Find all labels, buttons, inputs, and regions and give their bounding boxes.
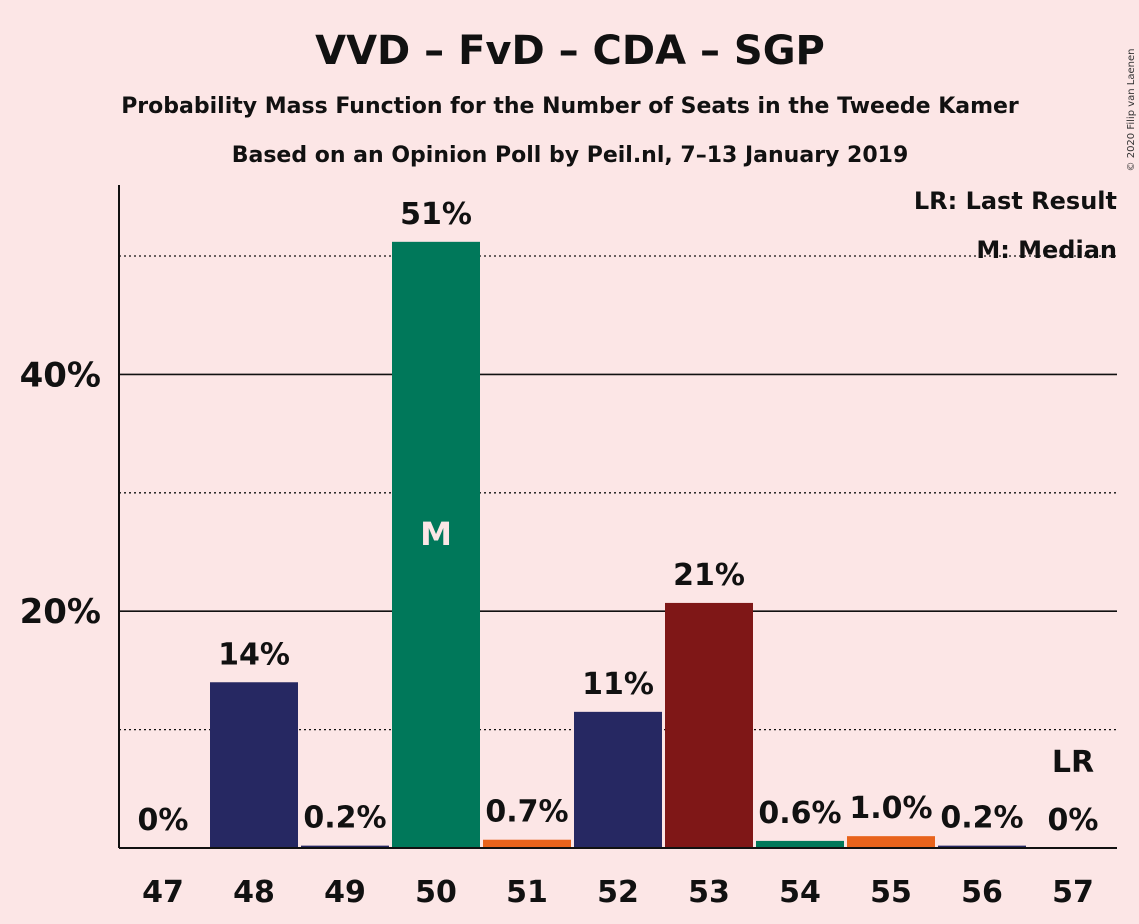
legend-median: M: Median — [976, 236, 1117, 264]
data-label-51: 0.7% — [485, 795, 568, 830]
y-tick-label: 40% — [20, 355, 101, 395]
y-tick-label: 20% — [20, 592, 101, 632]
bar-53 — [665, 602, 753, 848]
chart-subtitle: Probability Mass Function for the Number… — [121, 94, 1019, 119]
bar-49 — [301, 845, 389, 848]
bar-52 — [574, 711, 662, 848]
bar-51 — [483, 839, 571, 848]
median-marker: M — [420, 515, 452, 553]
bar-54 — [756, 840, 844, 848]
legend-last-result: LR: Last Result — [914, 187, 1117, 215]
axes: 20% 40% 47 48 49 50 51 52 53 54 55 56 57 — [20, 185, 1117, 910]
data-label-52: 11% — [582, 667, 654, 702]
x-tick-label: 50 — [415, 875, 457, 910]
x-tick-label: 51 — [506, 875, 548, 910]
x-tick-label: 49 — [324, 875, 366, 910]
data-label-47: 0% — [138, 803, 189, 838]
x-tick-label: 52 — [597, 875, 639, 910]
chart-subtitle-source: Based on an Opinion Poll by Peil.nl, 7–1… — [232, 143, 909, 168]
data-label-55: 1.0% — [849, 791, 932, 826]
data-label-50: 51% — [400, 197, 472, 232]
x-tick-label: 55 — [870, 875, 912, 910]
x-tick-label: 54 — [779, 875, 821, 910]
last-result-marker: LR — [1052, 745, 1094, 780]
bars — [210, 241, 1026, 849]
data-labels: 0%14%0.2%51%0.7%11%21%0.6% 1.0% 0.2% 0%MLR — [138, 197, 1099, 838]
bar-50 — [392, 241, 480, 849]
data-label-57: 0% — [1048, 803, 1099, 838]
x-tick-label: 48 — [233, 875, 275, 910]
bar-48 — [210, 682, 298, 848]
data-label-53: 21% — [673, 558, 745, 593]
bar-55 — [847, 836, 935, 848]
x-tick-label: 57 — [1052, 875, 1094, 910]
x-tick-label: 53 — [688, 875, 730, 910]
data-label-56: 0.2% — [940, 801, 1023, 836]
chart-title: VVD – FvD – CDA – SGP — [315, 28, 825, 74]
bar-56 — [938, 845, 1026, 848]
copyright-note: © 2020 Filip van Laenen — [1126, 49, 1137, 172]
data-label-48: 14% — [218, 637, 290, 672]
x-tick-label: 47 — [142, 875, 184, 910]
data-label-49: 0.2% — [303, 801, 386, 836]
x-tick-label: 56 — [961, 875, 1003, 910]
data-label-54: 0.6% — [758, 796, 841, 831]
